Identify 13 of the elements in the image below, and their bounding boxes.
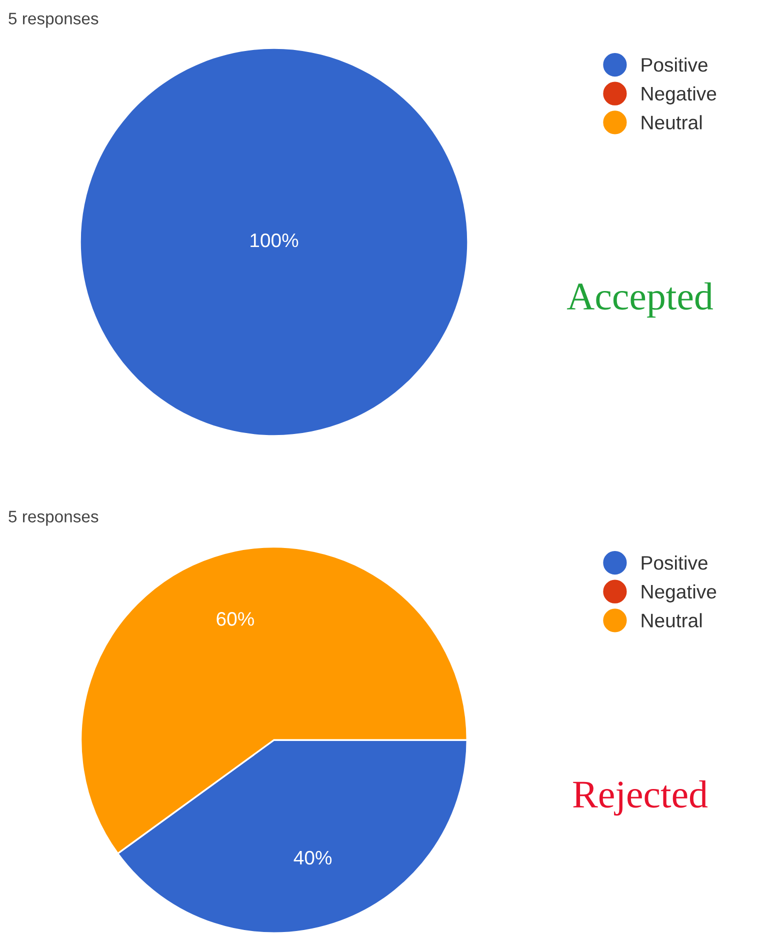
legend-label: Neutral xyxy=(642,613,702,628)
legend-label: Negative xyxy=(642,584,716,602)
legend-label: Negative xyxy=(642,86,716,104)
legend-label: Positive xyxy=(642,556,708,570)
legend-label: Neutral xyxy=(642,115,702,130)
data-label: 40% xyxy=(294,850,332,865)
chart-title: 5 responses xyxy=(8,12,98,28)
chart-title: 5 responses xyxy=(8,510,98,526)
text: Accepted xyxy=(566,282,713,318)
text: Rejected xyxy=(573,780,708,816)
data-label: 60% xyxy=(216,612,254,626)
data-label: 100% xyxy=(250,233,298,248)
legend-label: Positive xyxy=(642,58,708,72)
